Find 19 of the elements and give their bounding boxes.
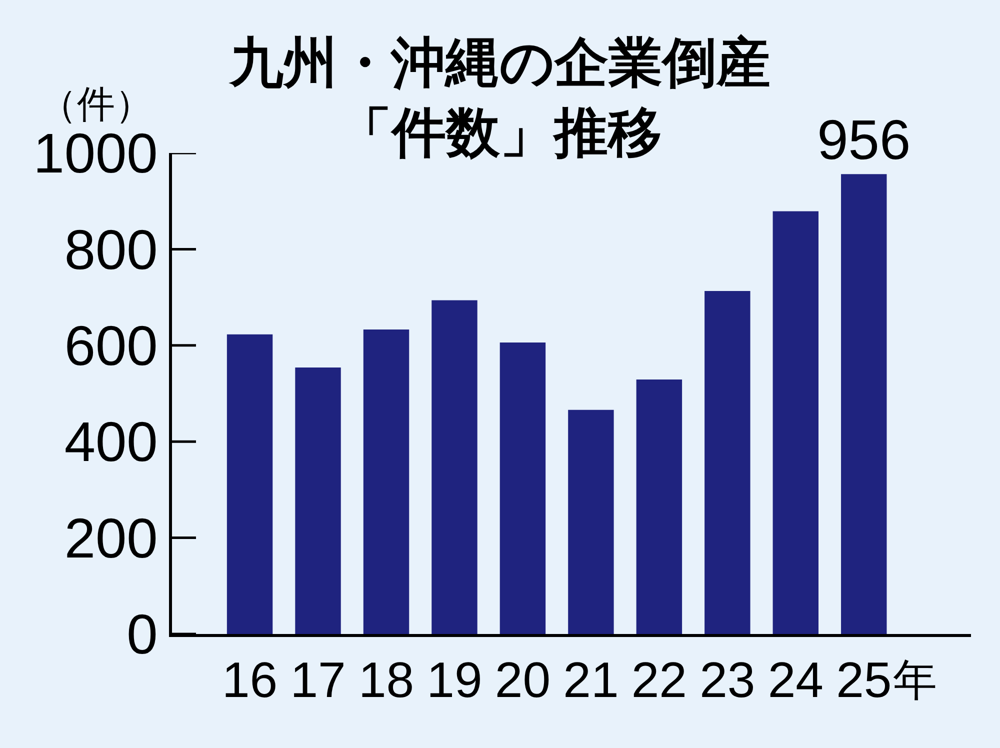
x-tick-label: 20: [494, 652, 551, 708]
y-tick-label: 0: [126, 602, 158, 666]
y-axis-title: （件）: [39, 84, 153, 126]
chart-title: 九州・沖縄の企業倒産「件数」推移: [228, 32, 770, 163]
x-tick-label: 21: [563, 652, 619, 708]
x-tick-label: 22: [631, 652, 687, 708]
x-tick-label: 24: [768, 652, 824, 708]
y-tick-label: 600: [64, 314, 158, 377]
data-label: 956: [817, 108, 911, 172]
y-tick-label: 400: [64, 410, 158, 474]
y-tick-label: 200: [64, 506, 158, 570]
x-axis-title: 年: [893, 656, 937, 705]
x-tick-label: 25: [836, 652, 892, 708]
x-tick-label: 18: [358, 652, 414, 708]
x-tick-label: 23: [700, 652, 756, 708]
x-tick-label: 16: [222, 652, 278, 708]
x-tick-label: 17: [290, 652, 346, 708]
y-tick-label: 800: [64, 218, 158, 281]
x-tick-label: 19: [426, 652, 482, 708]
